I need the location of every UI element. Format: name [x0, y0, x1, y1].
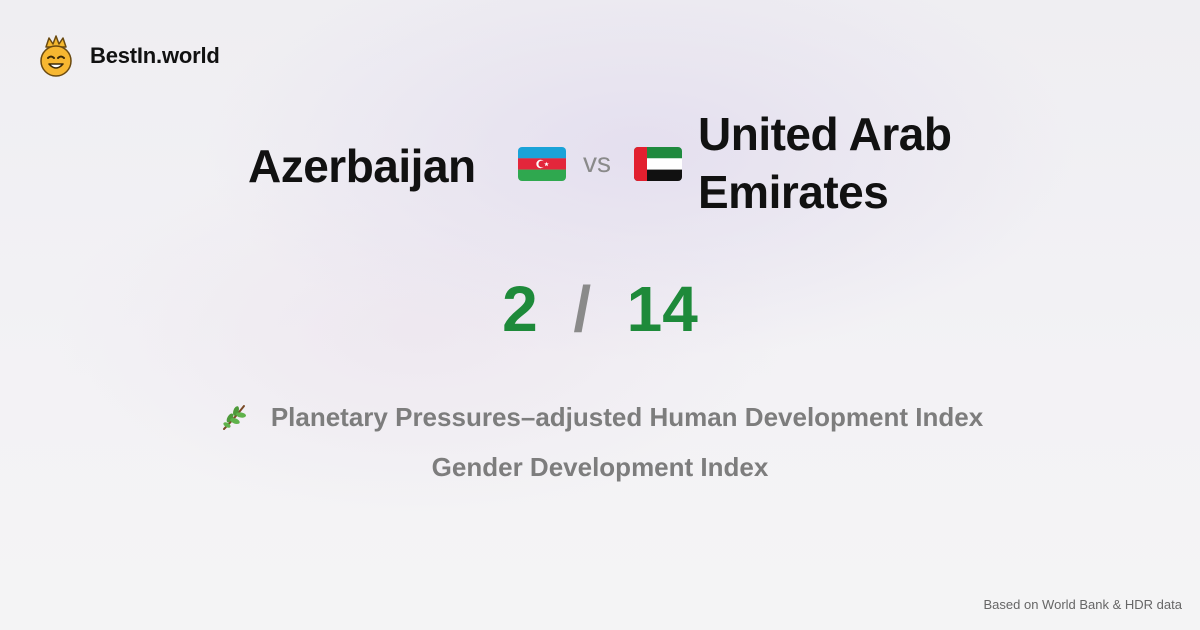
brand-name: BestIn.world — [90, 43, 220, 68]
leaf-sprig-icon — [222, 405, 246, 430]
score-separator: / — [573, 273, 592, 345]
vs-label: vs — [583, 147, 611, 178]
data-source-note: Based on World Bank & HDR data — [983, 597, 1182, 612]
metrics-list: Planetary Pressures–adjusted Human Devel… — [0, 392, 1200, 492]
metric-label: Gender Development Index — [431, 452, 769, 482]
score: 2 / 14 — [0, 272, 1200, 346]
metric-item[interactable]: Planetary Pressures–adjusted Human Devel… — [0, 392, 1200, 442]
score-left: 2 — [502, 273, 538, 345]
uae-flag-icon — [634, 147, 682, 181]
azerbaijan-flag-icon — [518, 147, 566, 181]
metric-item[interactable]: Gender Development Index — [0, 442, 1200, 492]
metric-label: Planetary Pressures–adjusted Human Devel… — [270, 402, 984, 432]
country-a-name: Azerbaijan — [248, 140, 476, 192]
smiling-crown-face-icon — [40, 35, 72, 77]
country-b-name: United Arab Emirates — [698, 108, 952, 218]
score-right: 14 — [626, 273, 698, 345]
comparison-title: Azerbaijan vs United Arab Emirates — [0, 105, 1200, 225]
brand[interactable]: BestIn.world — [38, 34, 220, 78]
